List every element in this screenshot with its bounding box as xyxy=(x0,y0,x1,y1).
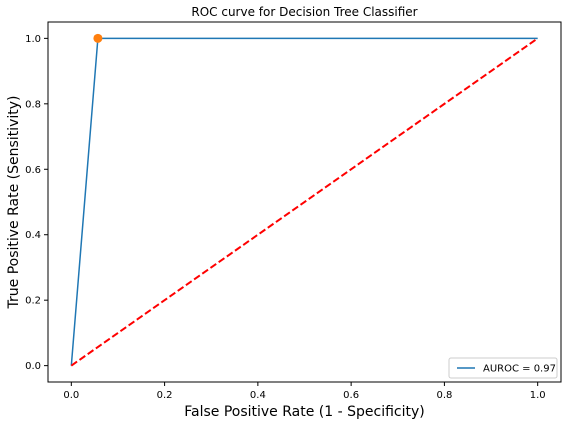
x-tick-label: 0.6 xyxy=(343,390,359,401)
highlight-point xyxy=(93,34,102,43)
legend: AUROC = 0.97 xyxy=(449,358,557,378)
point-layer xyxy=(93,34,102,43)
y-tick-label: 0.2 xyxy=(25,296,41,307)
x-axis-label: False Positive Rate (1 - Specificity) xyxy=(184,404,425,420)
chart-title: ROC curve for Decision Tree Classifier xyxy=(191,5,417,19)
legend-label-auroc: AUROC = 0.97 xyxy=(483,364,556,375)
x-tick-label: 1.0 xyxy=(530,390,546,401)
x-tick-label: 0.8 xyxy=(436,390,452,401)
y-axis-label: True Positive Rate (Sensitivity) xyxy=(6,96,22,310)
x-tick-label: 0.2 xyxy=(157,390,173,401)
x-tick-label: 0.4 xyxy=(250,390,266,401)
y-tick-label: 0.6 xyxy=(25,165,41,176)
x-tick-label: 0.0 xyxy=(63,390,79,401)
y-tick-label: 0.0 xyxy=(25,361,41,372)
y-tick-label: 0.8 xyxy=(25,99,41,110)
y-tick-label: 0.4 xyxy=(25,230,41,241)
y-tick-label: 1.0 xyxy=(25,34,41,45)
